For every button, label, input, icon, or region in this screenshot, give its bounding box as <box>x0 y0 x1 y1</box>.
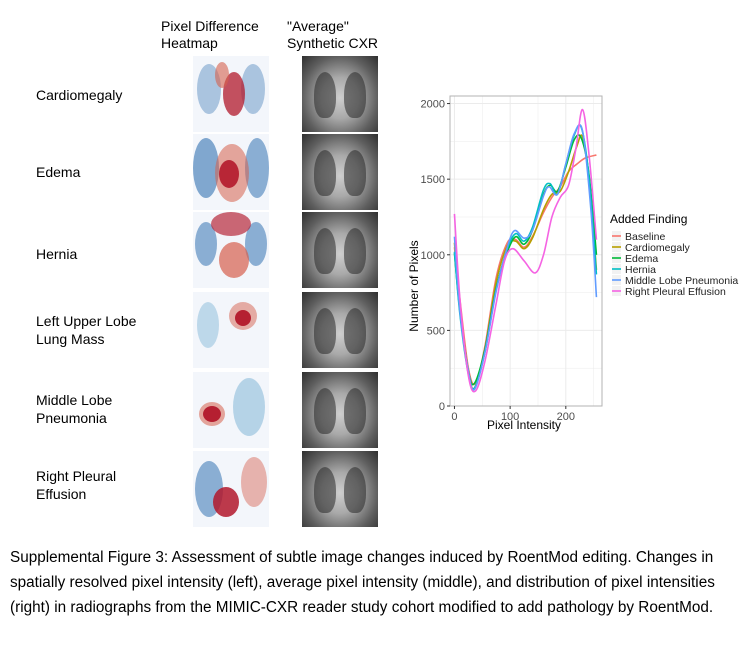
y-tick-label: 1500 <box>421 174 445 186</box>
x-tick-label: 200 <box>557 411 575 423</box>
cxr-edema <box>302 134 378 210</box>
y-tick-label: 1000 <box>421 250 445 262</box>
row-label-hernia: Hernia <box>36 246 78 262</box>
chart-panel-border <box>449 95 603 407</box>
x-tick-label: 100 <box>501 411 519 423</box>
row-label-middle-lobe-pneumonia: Middle Lobe Pneumonia <box>36 392 113 426</box>
series-line-4 <box>453 123 598 391</box>
legend-label-4: Middle Lobe Pneumonia <box>625 275 738 287</box>
chart-panel <box>450 96 602 406</box>
row-label-left-upper-lobe-lung-mass: Left Upper Lobe Lung Mass <box>36 313 137 347</box>
legend-label-1: Cardiomegaly <box>625 242 691 254</box>
row-label-edema: Edema <box>36 164 81 180</box>
legend-label-2: Edema <box>625 253 658 265</box>
heatmap-left-upper-lobe-lung-mass <box>193 292 269 368</box>
cxr-middle-lobe-pneumonia <box>302 372 378 448</box>
x-axis-ticks: 0 100 200 <box>451 406 575 423</box>
chart-series <box>453 108 598 393</box>
cxr-right-pleural-effusion <box>302 451 378 527</box>
row-label-cardiomegaly: Cardiomegaly <box>36 87 123 103</box>
cxr-left-upper-lobe-lung-mass <box>302 292 378 368</box>
series-line-5 <box>453 108 598 393</box>
y-axis-title: Number of Pixels <box>407 240 421 331</box>
cxr-cardiomegaly <box>302 56 378 132</box>
legend-label-5: Right Pleural Effusion <box>625 286 726 298</box>
heatmap-middle-lobe-pneumonia <box>193 372 269 448</box>
legend-label-3: Hernia <box>625 264 656 276</box>
cxr-hernia <box>302 212 378 288</box>
heatmap-edema <box>193 134 269 210</box>
y-tick-label: 0 <box>439 401 445 413</box>
y-axis-ticks: 0 500 1000 1500 2000 <box>421 99 450 413</box>
heatmap-hernia <box>193 212 269 288</box>
x-axis-title: Pixel Intensity <box>487 418 561 432</box>
cxr-column-header: "Average" Synthetic CXR <box>287 18 379 51</box>
heatmap-cardiomegaly <box>193 56 269 132</box>
heatmap-right-pleural-effusion <box>193 451 269 527</box>
legend-label-0: Baseline <box>625 231 665 243</box>
x-tick-label: 0 <box>451 411 457 423</box>
pixel-intensity-chart: 0 500 1000 1500 2000 0 100 200 Pixel Intensity… <box>407 95 738 432</box>
y-tick-label: 500 <box>427 325 445 337</box>
chart-grid <box>450 96 602 407</box>
row-label-right-pleural-effusion: Right Pleural Effusion <box>36 468 117 502</box>
legend-title: Added Finding <box>610 212 687 226</box>
series-line-0 <box>453 154 597 386</box>
heatmap-column-header: Pixel Difference Heatmap <box>161 18 259 51</box>
figure-caption: Supplemental Figure 3: Assessment of sub… <box>10 549 715 616</box>
y-tick-label: 2000 <box>421 99 445 111</box>
series-line-2 <box>453 134 598 386</box>
